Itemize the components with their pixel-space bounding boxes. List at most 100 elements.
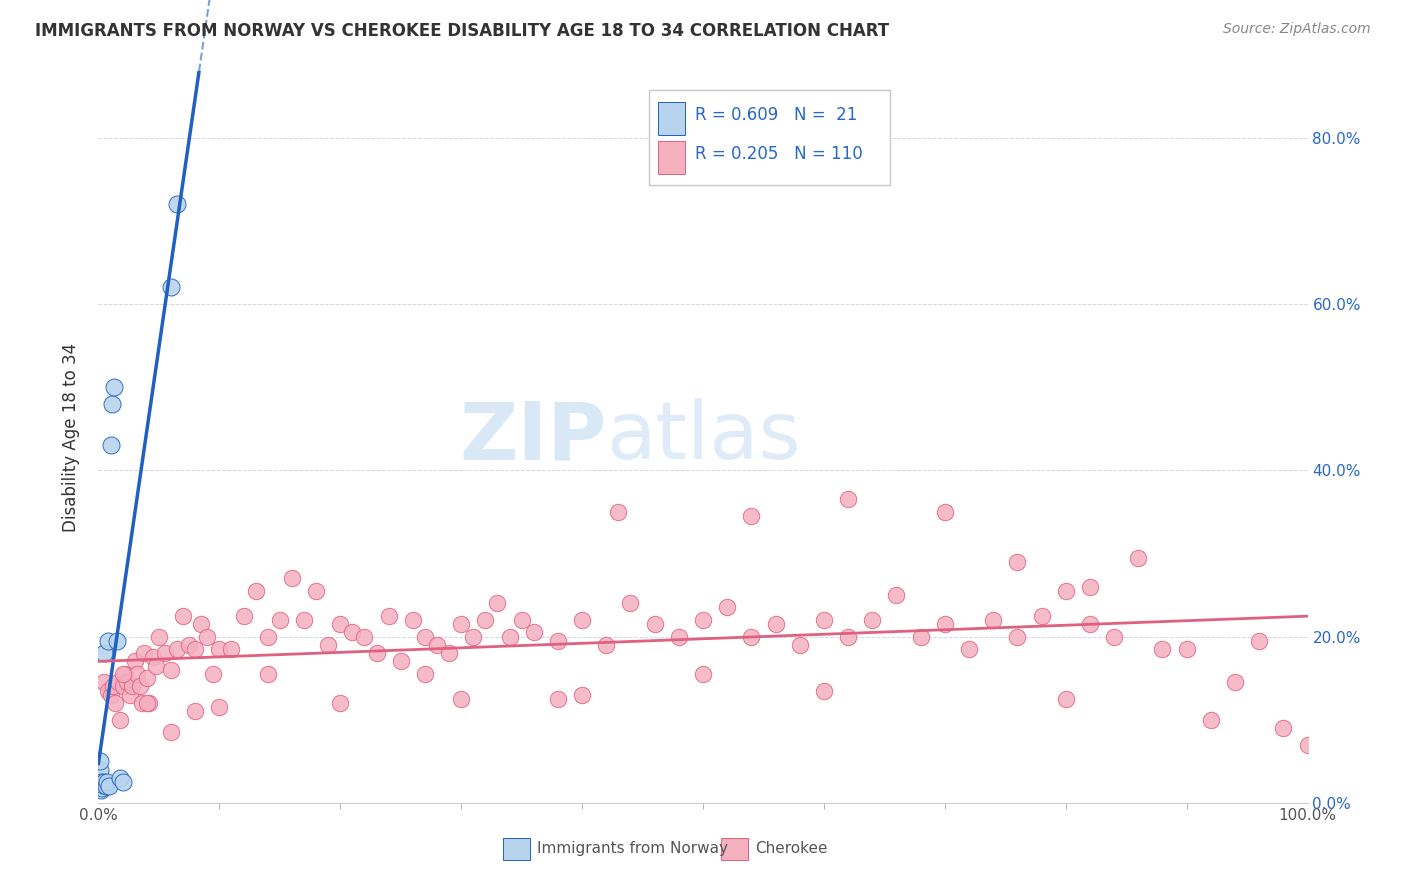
Point [1223, 675, 1246, 690]
Point [127, 667, 149, 681]
Point [1152, 642, 1174, 657]
Point [571, 688, 593, 702]
Text: ZIP: ZIP [458, 398, 606, 476]
Point [90, 775, 112, 789]
Point [329, 617, 352, 632]
Point [957, 642, 980, 657]
Point [148, 630, 170, 644]
Point [860, 613, 883, 627]
Point [269, 613, 291, 627]
Point [342, 625, 364, 640]
Point [510, 613, 533, 627]
Point [93, 775, 115, 789]
Point [108, 713, 131, 727]
Point [89, 763, 111, 777]
Point [547, 692, 569, 706]
Text: R = 0.609   N =  21: R = 0.609 N = 21 [695, 106, 856, 124]
Text: Source: ZipAtlas.com: Source: ZipAtlas.com [1223, 22, 1371, 37]
Point [104, 696, 127, 710]
Text: IMMIGRANTS FROM NORWAY VS CHEROKEE DISABILITY AGE 18 TO 34 CORRELATION CHART: IMMIGRANTS FROM NORWAY VS CHEROKEE DISAB… [35, 22, 889, 40]
Point [1031, 608, 1053, 623]
Point [1007, 630, 1029, 644]
Point [366, 646, 388, 660]
Point [981, 613, 1004, 627]
Point [1102, 630, 1125, 644]
Point [450, 692, 472, 706]
Point [1007, 555, 1029, 569]
Point [740, 509, 762, 524]
Point [118, 688, 141, 702]
Point [353, 630, 375, 644]
Point [108, 771, 131, 785]
Point [765, 617, 787, 632]
Point [619, 596, 641, 610]
Point [91, 780, 114, 795]
Point [179, 638, 201, 652]
Point [329, 696, 352, 710]
Point [837, 630, 859, 644]
Point [166, 642, 188, 657]
Point [97, 683, 120, 698]
Text: Cherokee: Cherokee [755, 841, 828, 856]
Point [789, 638, 811, 652]
Point [138, 696, 160, 710]
Point [111, 680, 134, 694]
Point [160, 663, 183, 677]
Point [89, 779, 111, 793]
Point [934, 505, 956, 519]
Point [413, 667, 436, 681]
Point [160, 280, 183, 294]
Point [145, 658, 167, 673]
Point [91, 778, 114, 792]
Point [232, 608, 254, 623]
Point [100, 438, 122, 452]
Point [195, 630, 218, 644]
Point [316, 638, 339, 652]
Text: atlas: atlas [606, 398, 800, 476]
Point [184, 642, 207, 657]
Point [98, 779, 121, 793]
FancyBboxPatch shape [503, 838, 530, 860]
Point [256, 630, 278, 644]
Point [105, 633, 128, 648]
Point [426, 638, 449, 652]
Point [292, 613, 315, 627]
Point [134, 646, 156, 660]
Point [93, 646, 115, 660]
Point [644, 617, 666, 632]
Point [474, 613, 496, 627]
Point [692, 667, 714, 681]
Point [1296, 738, 1319, 752]
Point [184, 705, 207, 719]
Point [107, 675, 129, 690]
Point [463, 630, 485, 644]
Point [100, 397, 122, 411]
Text: R = 0.205   N = 110: R = 0.205 N = 110 [695, 145, 862, 163]
Point [1199, 713, 1222, 727]
Point [498, 630, 520, 644]
Point [89, 754, 111, 768]
FancyBboxPatch shape [658, 102, 685, 135]
Point [837, 492, 859, 507]
Point [97, 633, 120, 648]
Point [166, 197, 188, 211]
Point [886, 588, 908, 602]
Point [813, 683, 835, 698]
Point [190, 617, 212, 632]
Point [377, 608, 399, 623]
Point [208, 642, 231, 657]
Point [740, 630, 762, 644]
Point [305, 583, 328, 598]
Point [1272, 721, 1295, 735]
Point [103, 380, 125, 394]
Point [389, 655, 412, 669]
Point [135, 671, 157, 685]
Point [121, 680, 143, 694]
Point [1078, 617, 1101, 632]
Point [437, 646, 460, 660]
Point [1249, 633, 1271, 648]
Point [100, 688, 122, 702]
Point [124, 655, 146, 669]
Point [135, 696, 157, 710]
Point [202, 667, 225, 681]
